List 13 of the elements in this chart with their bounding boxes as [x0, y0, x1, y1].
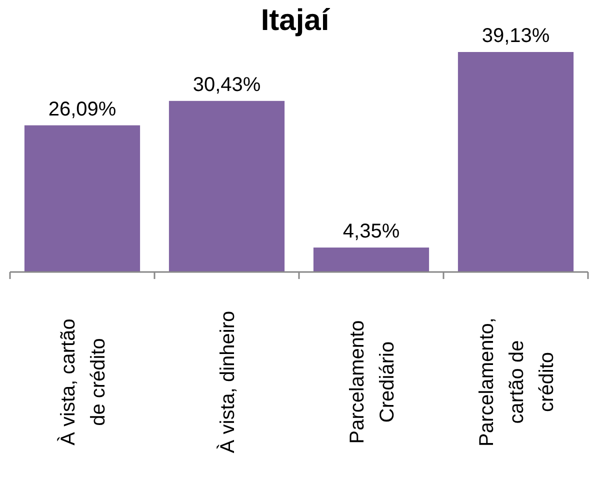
x-tick-label: À vista, cartão de crédito	[56, 318, 110, 446]
x-tick-label: Parcelamento Crediário	[346, 320, 398, 444]
data-label: 30,43%	[192, 74, 261, 96]
data-label: 39,13%	[482, 25, 550, 47]
data-label: 4,35%	[342, 220, 400, 243]
bar	[24, 125, 140, 272]
data-label: 26,09%	[48, 98, 116, 120]
x-tick-label: À vista, dinheiro	[216, 310, 239, 454]
bar	[168, 100, 285, 272]
chart-title: Itajaí	[260, 4, 331, 37]
x-tick-label: Parcelamento, cartão de crédito	[476, 318, 558, 446]
bar	[458, 52, 574, 272]
bar	[313, 248, 430, 272]
